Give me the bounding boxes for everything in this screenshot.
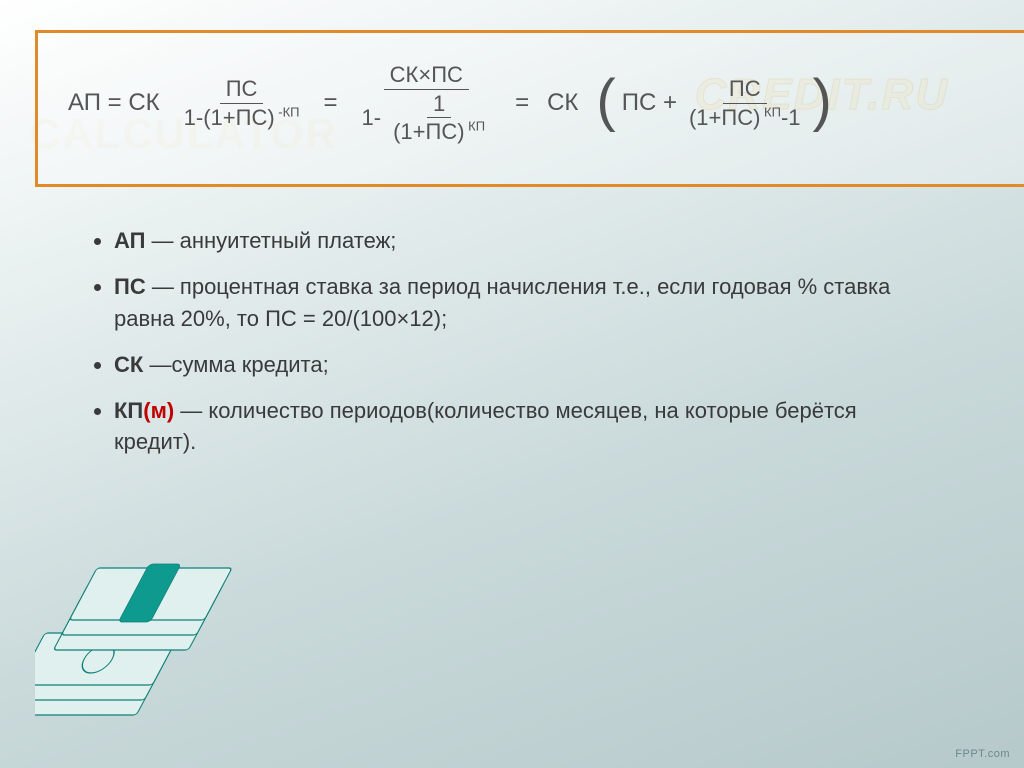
frac3-num: ПС bbox=[723, 75, 767, 104]
def-ps-abbr: ПС bbox=[114, 274, 146, 299]
definitions-list: АП — аннуитетный платеж; ПС — процентная… bbox=[90, 225, 910, 472]
frac1-den-exp: -КП bbox=[275, 104, 300, 119]
frac1-den: 1-(1+ПС) -КП bbox=[178, 104, 306, 132]
formula-ck: СК bbox=[547, 89, 578, 117]
def-ap: АП — аннуитетный платеж; bbox=[114, 225, 910, 257]
fraction-1: ПС 1-(1+ПС) -КП bbox=[178, 75, 306, 131]
frac2-num: СК×ПС bbox=[384, 61, 469, 90]
frac3-den-base: (1+ПС) bbox=[689, 105, 760, 130]
paren-group: ( ПС + ПС (1+ПС) КП-1 ) bbox=[596, 75, 831, 131]
inner-ps-plus: ПС + bbox=[622, 89, 677, 117]
equals-1: = bbox=[324, 89, 338, 117]
frac2-den: 1- 1 (1+ПС) КП bbox=[356, 90, 498, 146]
frac3-den: (1+ПС) КП-1 bbox=[683, 104, 807, 132]
def-kp: КП(м) — количество периодов(количество м… bbox=[114, 395, 910, 459]
footer-link: FPPT.com bbox=[955, 748, 1010, 760]
def-kp-text: — количество периодов(количество месяцев… bbox=[114, 398, 857, 455]
frac2-inner-num: 1 bbox=[427, 90, 451, 119]
def-sk-abbr: СК bbox=[114, 352, 143, 377]
equals-2: = bbox=[515, 89, 529, 117]
formula-row: АП = СК ПС 1-(1+ПС) -КП = СК×ПС 1- 1 (1+… bbox=[68, 61, 1008, 146]
def-ap-abbr: АП bbox=[114, 228, 145, 253]
formula-box: АП = СК ПС 1-(1+ПС) -КП = СК×ПС 1- 1 (1+… bbox=[35, 30, 1024, 187]
formula-lead: АП = СК bbox=[68, 89, 160, 117]
def-sk: СК —сумма кредита; bbox=[114, 349, 910, 381]
def-kp-m: (м) bbox=[143, 398, 174, 423]
frac2-inner-den-exp: КП bbox=[465, 119, 486, 134]
money-stack-icon bbox=[35, 538, 245, 728]
fraction-3: ПС (1+ПС) КП-1 bbox=[683, 75, 807, 131]
def-ps: ПС — процентная ставка за период начисле… bbox=[114, 271, 910, 335]
fraction-2: СК×ПС 1- 1 (1+ПС) КП bbox=[356, 61, 498, 146]
frac2-inner-den-base: (1+ПС) bbox=[393, 119, 464, 144]
def-ap-text: — аннуитетный платеж; bbox=[145, 228, 396, 253]
def-kp-abbr: КП bbox=[114, 398, 143, 423]
def-ps-text: — процентная ставка за период начисления… bbox=[114, 274, 890, 331]
frac3-den-tail: -1 bbox=[781, 105, 801, 130]
frac1-num: ПС bbox=[220, 75, 264, 104]
def-sk-text: —сумма кредита; bbox=[143, 352, 328, 377]
frac1-den-base: 1-(1+ПС) bbox=[184, 105, 275, 130]
fraction-2-inner: 1 (1+ПС) КП bbox=[387, 90, 491, 146]
frac3-den-exp: КП bbox=[760, 104, 781, 119]
frac2-mid-pre: 1- bbox=[362, 104, 382, 132]
frac2-inner-den: (1+ПС) КП bbox=[387, 118, 491, 146]
